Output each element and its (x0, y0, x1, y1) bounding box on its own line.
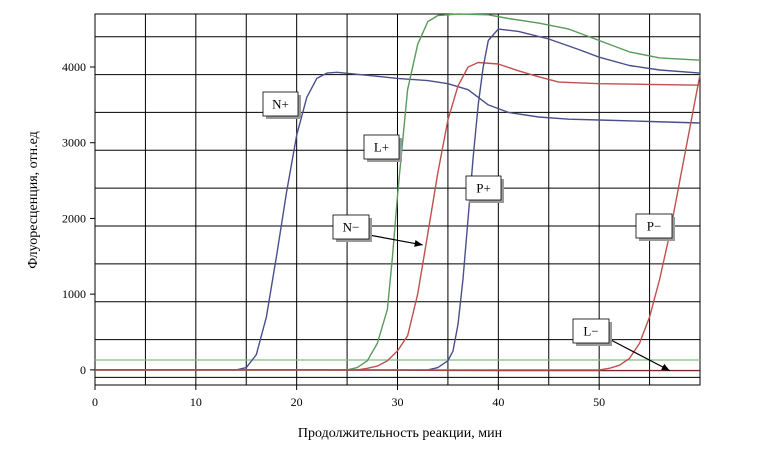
annotation-label: L− (583, 324, 598, 339)
annotation-box (635, 213, 673, 239)
y-tick-label: 2000 (62, 211, 86, 225)
y-tick-label: 3000 (62, 136, 86, 150)
annotation-arrow (608, 338, 671, 372)
annotation-label: P+ (476, 181, 491, 196)
x-tick-label: 10 (190, 395, 202, 409)
annotation-label: N+ (272, 97, 289, 112)
x-tick-label: 50 (593, 395, 605, 409)
y-tick-label: 0 (80, 363, 86, 377)
series-line-N− (95, 61, 701, 371)
annotation-box (363, 134, 400, 160)
x-axis-ticks: 0 10 20 30 40 50 (92, 385, 605, 409)
series-line-L+ (95, 13, 701, 371)
x-tick-label: 0 (92, 395, 98, 409)
annotations-layer: N+ L+ P+ N− P− L− (262, 91, 675, 372)
x-tick-label: 30 (392, 395, 404, 409)
annotation-L−: L− (572, 318, 671, 372)
y-tick-label: 1000 (62, 287, 86, 301)
series-line-P+ (95, 28, 701, 371)
annotation-P+: P+ (465, 175, 504, 203)
annotation-label: L+ (374, 140, 389, 155)
annotation-N−: N− (332, 214, 423, 247)
series-line-N+ (95, 71, 701, 371)
y-axis-title: Флуоресценция, отн.ед (26, 131, 41, 268)
arrow-head (661, 363, 670, 371)
annotation-box (332, 214, 370, 240)
x-axis-title: Продолжительность реакции, мин (298, 426, 503, 441)
annotation-box (465, 175, 502, 201)
annotation-arrow (368, 234, 423, 246)
annotation-N+: N+ (262, 91, 301, 119)
x-tick-label: 40 (492, 395, 504, 409)
series-layer (95, 13, 701, 372)
annotation-box (572, 318, 610, 344)
y-tick-label: 4000 (62, 60, 86, 74)
annotation-P−: P− (635, 213, 675, 241)
annotation-label: N− (343, 220, 360, 235)
series-line-P− (95, 74, 701, 371)
y-axis-ticks: 0 1000 2000 3000 4000 (62, 60, 95, 377)
arrow-head (414, 240, 423, 247)
annotation-box (262, 91, 299, 117)
annotation-label: P− (647, 219, 662, 234)
annotation-L+: L+ (363, 134, 402, 162)
x-tick-label: 20 (291, 395, 303, 409)
